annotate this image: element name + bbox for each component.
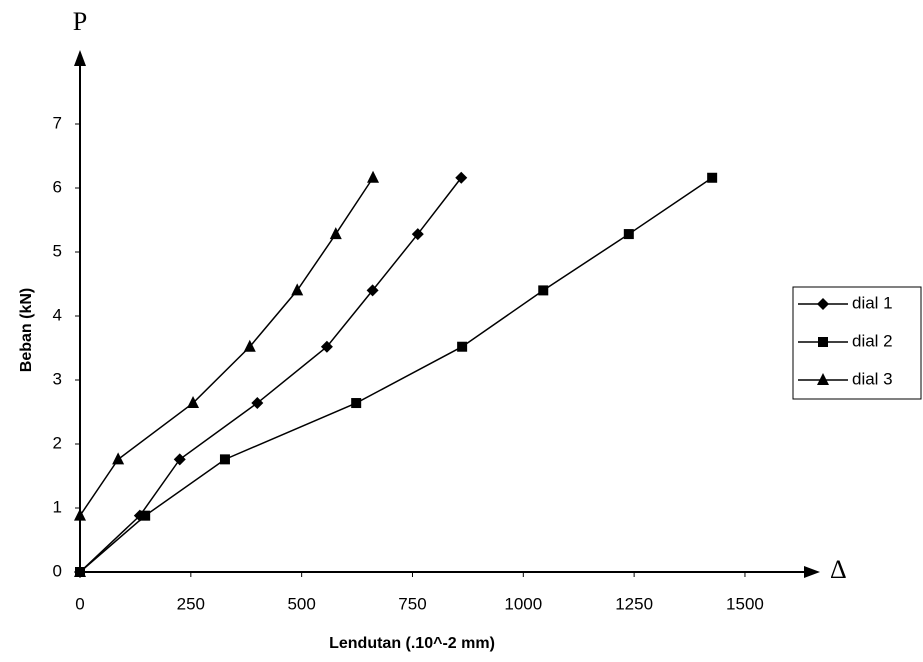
marker [351, 398, 362, 409]
legend-label: dial 1 [852, 293, 893, 312]
x-tick-label: 0 [75, 594, 84, 613]
marker [320, 340, 333, 353]
y-tick-label: 3 [53, 369, 62, 388]
marker [457, 341, 468, 352]
x-tick-label: 250 [177, 594, 205, 613]
y-tick-label: 5 [53, 241, 62, 260]
x-tick-label: 750 [398, 594, 426, 613]
series-line [79, 177, 374, 572]
marker [74, 565, 86, 577]
marker [455, 171, 468, 184]
marker [173, 453, 186, 466]
marker [187, 396, 200, 409]
y-tick-label: 7 [53, 113, 62, 132]
marker [623, 229, 634, 240]
marker [329, 227, 342, 240]
marker [538, 285, 549, 296]
y-axis-label: Beban (kN) [18, 288, 35, 372]
x-axis-symbol: Δ [830, 555, 847, 584]
marker [243, 339, 256, 352]
legend-label: dial 3 [852, 369, 893, 388]
y-tick-label: 6 [53, 177, 62, 196]
marker [817, 373, 829, 385]
marker [140, 510, 151, 521]
x-tick-label: 1500 [726, 594, 764, 613]
y-axis-arrow [74, 50, 86, 66]
marker [707, 172, 718, 183]
x-axis-label: Lendutan (.10^-2 mm) [329, 635, 495, 652]
legend [792, 286, 922, 400]
marker [367, 170, 380, 183]
y-tick-label: 2 [53, 433, 62, 452]
marker [291, 283, 304, 296]
marker [818, 337, 828, 347]
marker [219, 454, 230, 465]
y-tick-label: 4 [53, 305, 62, 324]
marker [366, 284, 379, 297]
marker [112, 452, 125, 465]
y-axis-symbol: P [73, 7, 87, 36]
marker [817, 298, 829, 310]
marker [251, 397, 264, 410]
x-tick-label: 1000 [504, 594, 542, 613]
marker [411, 228, 424, 241]
y-tick-label: 1 [53, 497, 62, 516]
marker [74, 508, 86, 521]
y-tick-label: 0 [53, 561, 62, 580]
x-tick-label: 500 [287, 594, 315, 613]
legend-label: dial 2 [852, 331, 893, 350]
series-line [79, 177, 462, 573]
series-line [79, 177, 713, 573]
x-axis-arrow [804, 566, 820, 578]
x-tick-label: 1250 [615, 594, 653, 613]
